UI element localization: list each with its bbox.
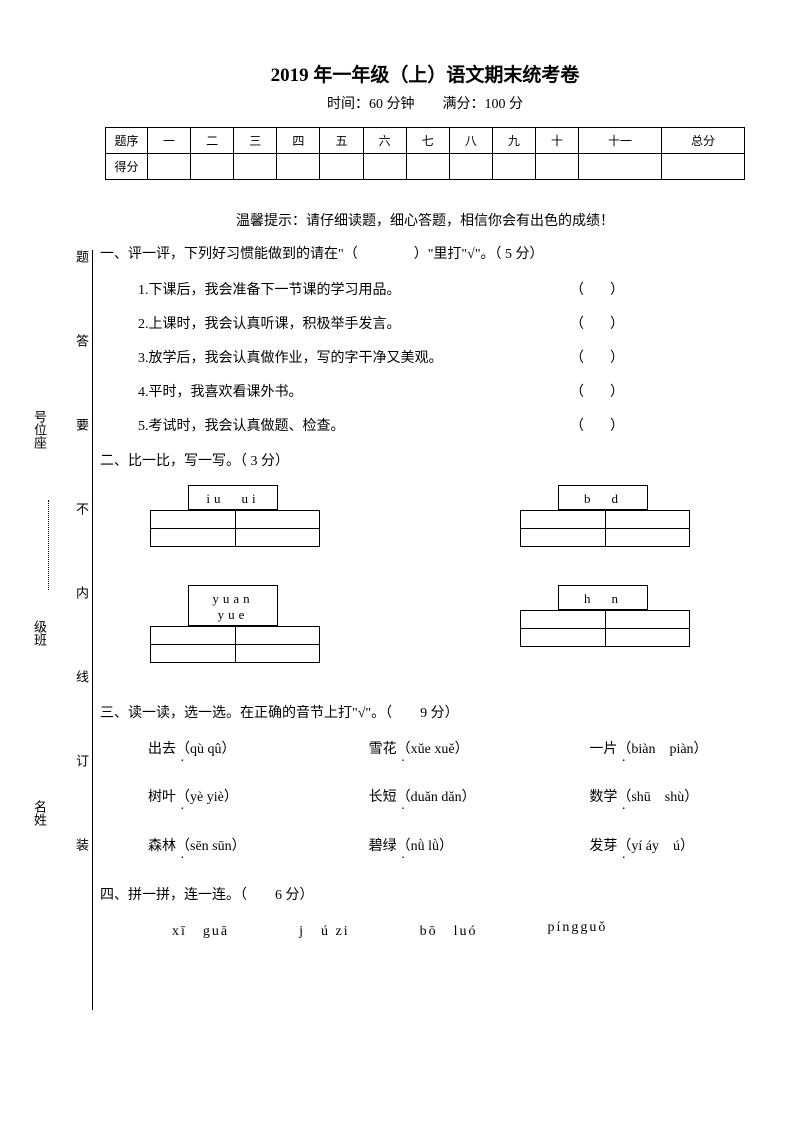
section-3-heading: 三、读一读，选一选。在正确的音节上打"√"。（ 9 分） bbox=[100, 701, 750, 728]
compare-head: h n bbox=[558, 585, 648, 610]
q4-row: xī guā j ú zi bō luó píngguǒ bbox=[100, 920, 750, 940]
section-4-heading: 四、拼一拼，连一连。（ 6 分） bbox=[100, 883, 750, 910]
margin-text-inner: 题 答 要 不 内 线 订 装 bbox=[72, 250, 91, 1010]
seat-label: 号位座 bbox=[30, 410, 49, 449]
compare-block: yuan yue bbox=[150, 585, 320, 663]
compare-block: iu ui bbox=[150, 485, 320, 547]
compare-head: yuan yue bbox=[188, 585, 278, 626]
exam-subtitle: 时间：60 分钟 满分：100 分 bbox=[100, 93, 750, 113]
dotted-line bbox=[48, 500, 49, 590]
compare-row: yuan yue h n bbox=[100, 585, 750, 663]
name-label: 名姓 bbox=[30, 800, 49, 826]
q1-item: 3.放学后，我会认真做作业，写的字干净又美观。 （ ） bbox=[100, 347, 750, 367]
q3-row: 树叶（yè yiè）· 长短（duǎn dǎn）· 数学（shū shù）· bbox=[100, 786, 750, 814]
compare-block: h n bbox=[520, 585, 690, 663]
margin-line bbox=[92, 250, 93, 1010]
table-row: 得分 bbox=[106, 154, 745, 180]
section-2-heading: 二、比一比，写一写。（ 3 分） bbox=[100, 449, 750, 476]
pinyin-item[interactable]: bō luó bbox=[420, 920, 478, 940]
exam-title: 2019 年一年级（上）语文期末统考卷 bbox=[100, 60, 750, 87]
table-row: 题序 一 二 三 四 五 六 七 八 九 十 十一 总分 bbox=[106, 128, 745, 154]
class-label: 级班 bbox=[30, 620, 49, 646]
compare-head: iu ui bbox=[188, 485, 278, 510]
section-1-heading: 一、评一评，下列好习惯能做到的请在"（ ）"里打"√"。（ 5 分） bbox=[100, 242, 750, 269]
pinyin-item[interactable]: píngguǒ bbox=[548, 920, 608, 940]
compare-block: b d bbox=[520, 485, 690, 547]
row-label: 得分 bbox=[106, 154, 148, 180]
pinyin-item[interactable]: xī guā bbox=[172, 920, 229, 940]
compare-grid[interactable] bbox=[520, 610, 690, 647]
compare-grid[interactable] bbox=[150, 510, 320, 547]
pinyin-item[interactable]: j ú zi bbox=[299, 920, 350, 940]
score-table: 题序 一 二 三 四 五 六 七 八 九 十 十一 总分 得分 bbox=[105, 127, 745, 180]
binding-margin: 题 答 要 不 内 线 订 装 号位座 级班 名姓 bbox=[30, 250, 90, 1010]
answer-paren[interactable]: （ ） bbox=[570, 415, 750, 435]
q1-item: 1.下课后，我会准备下一节课的学习用品。 （ ） bbox=[100, 279, 750, 299]
q1-item: 2.上课时，我会认真听课，积极举手发言。 （ ） bbox=[100, 313, 750, 333]
tip-text: 温馨提示：请仔细读题，细心答题，相信你会有出色的成绩！ bbox=[100, 210, 750, 230]
compare-grid[interactable] bbox=[150, 626, 320, 663]
compare-row: iu ui b d bbox=[100, 485, 750, 547]
answer-paren[interactable]: （ ） bbox=[570, 347, 750, 367]
q1-item: 5.考试时，我会认真做题、检查。 （ ） bbox=[100, 415, 750, 435]
row-label: 题序 bbox=[106, 128, 148, 154]
q3-row: 出去（qù qû）· 雪花（xǔe xuě）· 一片（biàn piàn）· bbox=[100, 738, 750, 766]
answer-paren[interactable]: （ ） bbox=[570, 279, 750, 299]
compare-grid[interactable] bbox=[520, 510, 690, 547]
q3-row: 森林（sēn sūn）· 碧绿（nǜ lǜ）· 发芽（yí áy ú）· bbox=[100, 835, 750, 863]
answer-paren[interactable]: （ ） bbox=[570, 381, 750, 401]
q1-item: 4.平时，我喜欢看课外书。 （ ） bbox=[100, 381, 750, 401]
answer-paren[interactable]: （ ） bbox=[570, 313, 750, 333]
compare-head: b d bbox=[558, 485, 648, 510]
page-content: 2019 年一年级（上）语文期末统考卷 时间：60 分钟 满分：100 分 题序… bbox=[100, 60, 750, 940]
